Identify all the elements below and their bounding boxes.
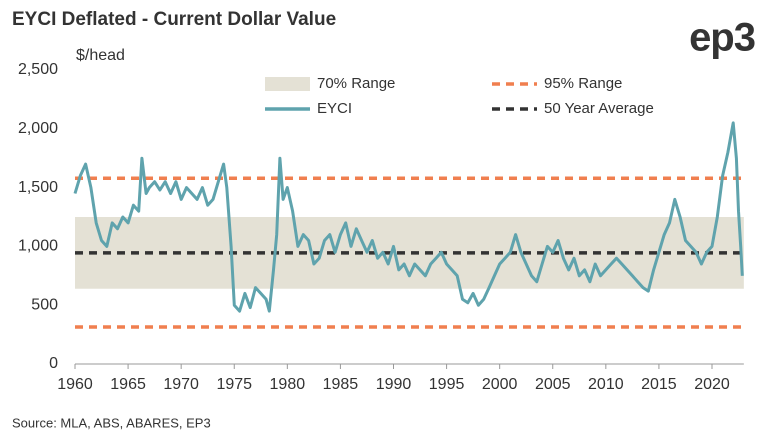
legend-label: 50 Year Average <box>544 100 654 117</box>
legend-label: 95% Range <box>544 75 622 92</box>
x-tick-label: 2010 <box>588 376 624 393</box>
brand-logo: ep3 <box>689 16 755 60</box>
x-tick-label: 2020 <box>694 376 730 393</box>
x-tick-label: 1970 <box>163 376 199 393</box>
y-tick-label: 2,000 <box>18 120 58 137</box>
legend-label: 70% Range <box>317 75 395 92</box>
x-tick-label: 1960 <box>57 376 93 393</box>
legend-label: EYCI <box>317 100 352 117</box>
x-tick-label: 1965 <box>110 376 146 393</box>
x-tick-label: 1990 <box>376 376 412 393</box>
x-tick-label: 2000 <box>482 376 518 393</box>
series-line <box>73 121 744 313</box>
x-tick-label: 1980 <box>270 376 306 393</box>
chart-title: EYCI Deflated - Current Dollar Value <box>12 9 336 30</box>
x-tick-label: 1985 <box>323 376 359 393</box>
y-tick-label: 1,000 <box>18 238 58 255</box>
x-tick-label: 2015 <box>641 376 677 393</box>
y-tick-label: 500 <box>31 296 58 313</box>
y-tick-label: 1,500 <box>18 179 58 196</box>
y-tick-label: 2,500 <box>18 61 58 78</box>
y-axis-label: $/head <box>76 47 125 64</box>
source: Source: MLA, ABS, ABARES, EP3 <box>12 415 211 430</box>
legend-swatch <box>265 77 310 91</box>
x-tick-label: 1975 <box>216 376 252 393</box>
y-tick-label: 0 <box>49 355 58 372</box>
x-tick-label: 1995 <box>429 376 465 393</box>
x-tick-label: 2005 <box>535 376 571 393</box>
